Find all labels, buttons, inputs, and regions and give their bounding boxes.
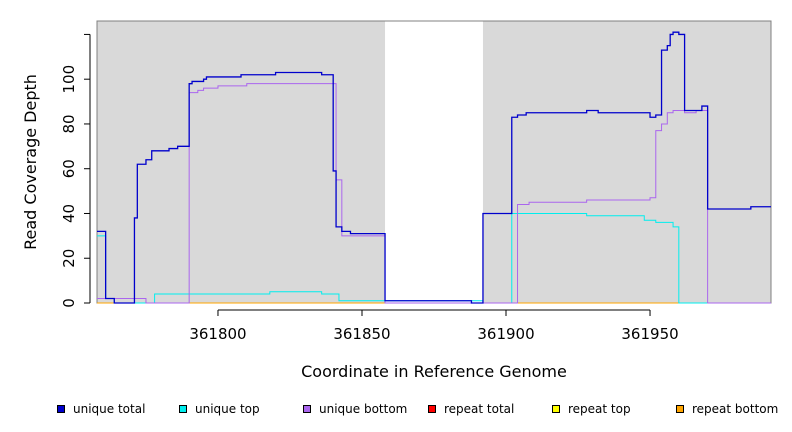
y-tick-label: 40: [60, 204, 78, 223]
legend-swatch: [676, 405, 684, 413]
legend-item-repeat-top: repeat top: [552, 400, 631, 418]
series-line-unique-total: [97, 31, 771, 304]
legend-item-unique-bottom: unique bottom: [303, 400, 407, 418]
legend: unique total unique top unique bottom repea…: [0, 400, 792, 418]
x-tick-label: 361850: [333, 325, 390, 343]
legend-item-repeat-bottom: repeat bottom: [676, 400, 778, 418]
shaded-regions: [97, 21, 771, 303]
legend-swatch: [179, 405, 187, 413]
legend-swatch: [428, 405, 436, 413]
legend-label: repeat top: [568, 402, 631, 416]
legend-label: unique top: [195, 402, 260, 416]
x-axis-label: Coordinate in Reference Genome: [301, 362, 567, 381]
legend-label: unique bottom: [319, 402, 408, 416]
legend-swatch: [57, 405, 65, 413]
legend-item-unique-top: unique top: [179, 400, 260, 418]
y-tick-label: 100: [60, 65, 78, 94]
series-lines: [97, 31, 771, 304]
shaded-region-1: [97, 21, 386, 303]
x-tick-label: 361950: [621, 325, 678, 343]
x-tick-label: 361800: [189, 325, 246, 343]
legend-swatch: [303, 405, 311, 413]
y-tick-label: 80: [60, 114, 78, 133]
shaded-region-2: [482, 21, 771, 303]
legend-swatch: [552, 405, 560, 413]
series-line-unique-top: [97, 212, 771, 304]
legend-label: unique total: [73, 402, 146, 416]
y-tick-label: 60: [60, 159, 78, 178]
series-line-unique-bottom: [97, 83, 771, 304]
legend-item-unique-total: unique total: [57, 400, 145, 418]
y-tick-label: 0: [60, 298, 78, 308]
y-tick-label: 20: [60, 249, 78, 268]
y-axis-label: Read Coverage Depth: [21, 74, 40, 250]
x-tick-label: 361900: [477, 325, 534, 343]
legend-label: repeat total: [444, 402, 515, 416]
legend-item-repeat-total: repeat total: [428, 400, 514, 418]
axes: 0 20 40 60 80 100 361800 361850 361900 361950: [60, 33, 679, 343]
legend-label: repeat bottom: [692, 402, 779, 416]
